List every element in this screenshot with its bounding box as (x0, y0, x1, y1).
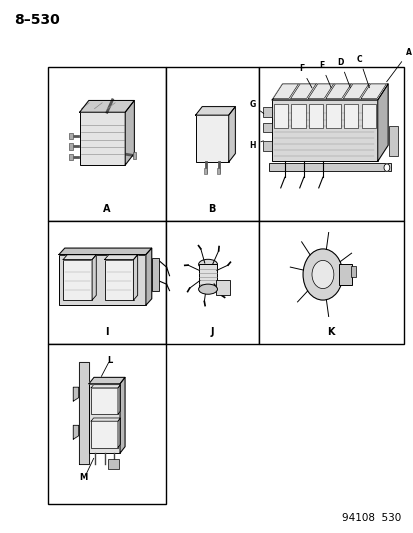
Bar (69, 154, 73, 160)
Bar (290, 104, 305, 127)
Bar (195, 115, 228, 162)
Bar (339, 264, 351, 285)
Text: 94108  530: 94108 530 (342, 513, 401, 523)
Text: H: H (249, 141, 263, 150)
Bar (350, 266, 355, 277)
Polygon shape (89, 377, 125, 384)
Polygon shape (91, 385, 120, 388)
Bar (59, 255, 146, 305)
Text: B: B (208, 205, 215, 214)
Text: D: D (337, 58, 349, 88)
Ellipse shape (198, 260, 217, 269)
Text: C: C (356, 54, 368, 88)
Text: E: E (318, 61, 330, 88)
Bar (216, 280, 229, 295)
Text: I: I (104, 327, 108, 337)
Bar (388, 126, 397, 157)
Text: L: L (107, 356, 112, 365)
Bar (258, 221, 403, 344)
Bar (361, 104, 375, 127)
Bar (63, 260, 92, 300)
Bar (107, 459, 118, 469)
Bar (308, 104, 323, 127)
Text: M: M (80, 473, 88, 481)
Bar (325, 104, 340, 127)
Polygon shape (104, 255, 138, 260)
Polygon shape (133, 255, 138, 300)
Polygon shape (125, 100, 134, 165)
Polygon shape (63, 255, 96, 260)
Polygon shape (272, 84, 387, 100)
Bar (104, 260, 133, 300)
Bar (343, 104, 358, 127)
Text: F: F (298, 64, 311, 88)
Bar (165, 67, 258, 221)
Bar (268, 163, 390, 171)
Bar (152, 259, 159, 291)
Text: K: K (327, 327, 334, 337)
Bar (203, 168, 206, 174)
Bar (91, 421, 118, 448)
Bar (47, 67, 165, 221)
Polygon shape (78, 362, 89, 464)
Bar (47, 344, 165, 504)
Text: A: A (386, 47, 411, 82)
Polygon shape (73, 425, 78, 439)
Circle shape (302, 249, 342, 300)
Bar (198, 264, 217, 290)
Bar (272, 100, 377, 161)
Polygon shape (343, 84, 368, 98)
Polygon shape (290, 84, 315, 98)
Bar (69, 143, 73, 150)
Polygon shape (308, 84, 333, 98)
Bar (132, 152, 135, 159)
Bar (69, 133, 73, 139)
Polygon shape (73, 387, 78, 401)
Polygon shape (120, 377, 125, 453)
Bar (47, 221, 165, 344)
Text: J: J (210, 327, 214, 337)
Polygon shape (92, 255, 96, 300)
Text: 8–530: 8–530 (14, 13, 60, 27)
Bar (91, 388, 118, 414)
Bar (263, 108, 272, 117)
Text: A: A (102, 205, 110, 214)
Bar (273, 104, 287, 127)
Polygon shape (360, 84, 385, 98)
Polygon shape (195, 107, 235, 115)
Polygon shape (228, 107, 235, 162)
Polygon shape (377, 84, 387, 161)
Polygon shape (273, 84, 298, 98)
Bar (89, 384, 120, 453)
Bar (79, 112, 125, 165)
Polygon shape (325, 84, 350, 98)
Polygon shape (146, 248, 152, 305)
Bar (258, 67, 403, 221)
Polygon shape (118, 418, 120, 448)
Circle shape (383, 164, 389, 171)
Bar (263, 141, 272, 151)
Bar (216, 168, 220, 174)
Bar (263, 123, 272, 132)
Circle shape (311, 261, 333, 288)
Polygon shape (59, 248, 152, 255)
Polygon shape (79, 100, 134, 112)
Ellipse shape (198, 284, 217, 294)
Bar (165, 221, 258, 344)
Polygon shape (118, 385, 120, 414)
Polygon shape (91, 418, 120, 421)
Text: G: G (249, 100, 263, 114)
